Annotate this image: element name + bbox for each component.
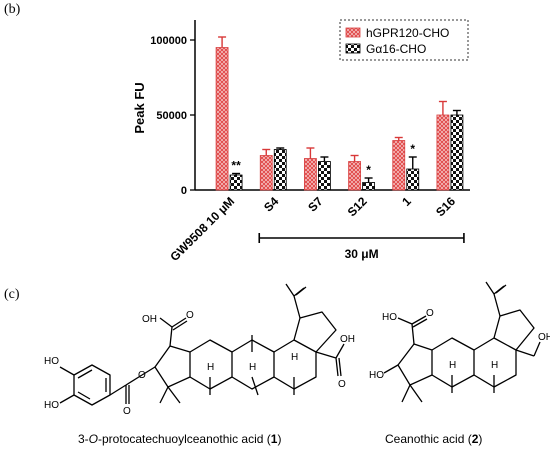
- legend-swatch: [345, 43, 361, 54]
- x-tick-label: 1: [399, 194, 414, 209]
- bar: [348, 161, 361, 191]
- atom-label: O: [123, 406, 131, 417]
- significance-label: *: [410, 142, 415, 156]
- bar: [450, 114, 464, 191]
- atom-label: H: [249, 362, 256, 373]
- bar: [392, 140, 406, 191]
- y-tick-label: 50000: [156, 110, 187, 122]
- x-tick-label: S16: [433, 194, 458, 219]
- atom-label: O: [426, 308, 434, 319]
- bar: [229, 174, 243, 191]
- caption-text: Ceanothic acid (: [385, 432, 472, 446]
- legend-label: Gα16-CHO: [366, 42, 426, 56]
- atom-label: HO: [44, 400, 59, 411]
- bar: [259, 155, 273, 191]
- caption-text: -protocatechuoylceanothic acid (: [98, 432, 271, 446]
- caption-compound-1: 3-O-protocatechuoylceanothic acid (1): [78, 432, 281, 446]
- bar: [406, 168, 420, 191]
- x-tick-label: S4: [261, 194, 282, 215]
- y-tick-label: 100000: [150, 35, 187, 47]
- atom-label: H: [207, 362, 214, 373]
- legend-box: [339, 19, 469, 61]
- y-tick-label: 0: [181, 185, 187, 197]
- atom-label: HO: [44, 356, 59, 367]
- atom-label: H: [291, 352, 298, 363]
- caption-text: ): [478, 432, 483, 446]
- bar: [362, 182, 375, 191]
- bar: [273, 149, 287, 191]
- chemical-structures: HO HO O O OH O OH O H H H HO HO O OH H H: [44, 281, 550, 417]
- atom-label: O: [186, 310, 194, 321]
- bar: [304, 158, 317, 191]
- compound-number: 2: [471, 432, 479, 446]
- bar-chart: 0 50000 100000 Peak FU GW9508 10 μM S4 S7 S12 1 S…: [132, 19, 470, 264]
- caption-text: ): [277, 432, 282, 446]
- x-tick-label: S7: [305, 194, 326, 215]
- atom-label: OH: [340, 334, 355, 345]
- legend-label: hGPR120-CHO: [366, 26, 449, 40]
- chart-legend: hGPR120-CHO Gα16-CHO: [339, 19, 469, 61]
- atom-label: HO: [382, 312, 397, 323]
- significance-label: *: [366, 163, 371, 177]
- panel-b-label: (b): [4, 2, 21, 17]
- x-tick-label: S12: [345, 194, 370, 219]
- atom-label: O: [138, 370, 146, 381]
- atom-label: OH: [142, 314, 157, 325]
- legend-swatch: [345, 27, 361, 38]
- caption-compound-2: Ceanothic acid (2): [385, 432, 482, 446]
- bracket-label: 30 μM: [345, 247, 379, 261]
- significance-label: **: [231, 159, 241, 173]
- caption-text: O: [88, 432, 99, 446]
- bar: [215, 47, 229, 191]
- atom-label: H: [449, 360, 456, 371]
- compound-number: 1: [270, 432, 278, 446]
- panel-c-label: (c): [4, 287, 20, 302]
- caption-text: 3-: [78, 432, 89, 446]
- atom-label: H: [491, 360, 498, 371]
- bar: [318, 161, 331, 191]
- y-axis-label: Peak FU: [132, 82, 147, 133]
- atom-label: OH: [538, 332, 550, 343]
- x-tick-label: GW9508 10 μM: [167, 194, 237, 264]
- atom-label: O: [338, 379, 346, 390]
- chart-bars: ** **: [215, 36, 464, 191]
- atom-label: HO: [369, 370, 384, 381]
- bar: [436, 114, 450, 191]
